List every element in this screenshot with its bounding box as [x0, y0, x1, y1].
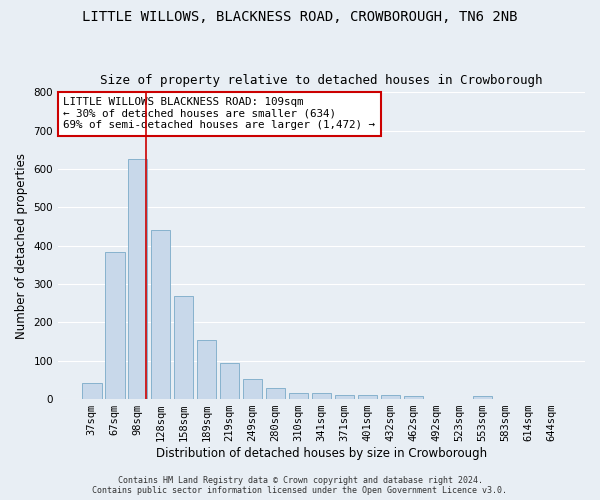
Bar — [289, 392, 308, 399]
Bar — [197, 340, 217, 399]
Bar — [358, 395, 377, 399]
Bar — [82, 382, 101, 399]
Bar — [105, 252, 125, 399]
Bar — [151, 230, 170, 399]
Text: LITTLE WILLOWS, BLACKNESS ROAD, CROWBOROUGH, TN6 2NB: LITTLE WILLOWS, BLACKNESS ROAD, CROWBORO… — [82, 10, 518, 24]
Bar — [380, 395, 400, 399]
Text: Contains HM Land Registry data © Crown copyright and database right 2024.
Contai: Contains HM Land Registry data © Crown c… — [92, 476, 508, 495]
Title: Size of property relative to detached houses in Crowborough: Size of property relative to detached ho… — [100, 74, 543, 87]
Y-axis label: Number of detached properties: Number of detached properties — [15, 152, 28, 338]
Bar — [473, 396, 492, 399]
Bar — [312, 392, 331, 399]
Bar — [220, 362, 239, 399]
Bar — [128, 160, 148, 399]
Bar — [243, 379, 262, 399]
Bar — [266, 388, 286, 399]
Bar — [174, 296, 193, 399]
Bar — [404, 396, 423, 399]
Bar — [335, 395, 354, 399]
X-axis label: Distribution of detached houses by size in Crowborough: Distribution of detached houses by size … — [156, 447, 487, 460]
Text: LITTLE WILLOWS BLACKNESS ROAD: 109sqm
← 30% of detached houses are smaller (634): LITTLE WILLOWS BLACKNESS ROAD: 109sqm ← … — [64, 97, 376, 130]
